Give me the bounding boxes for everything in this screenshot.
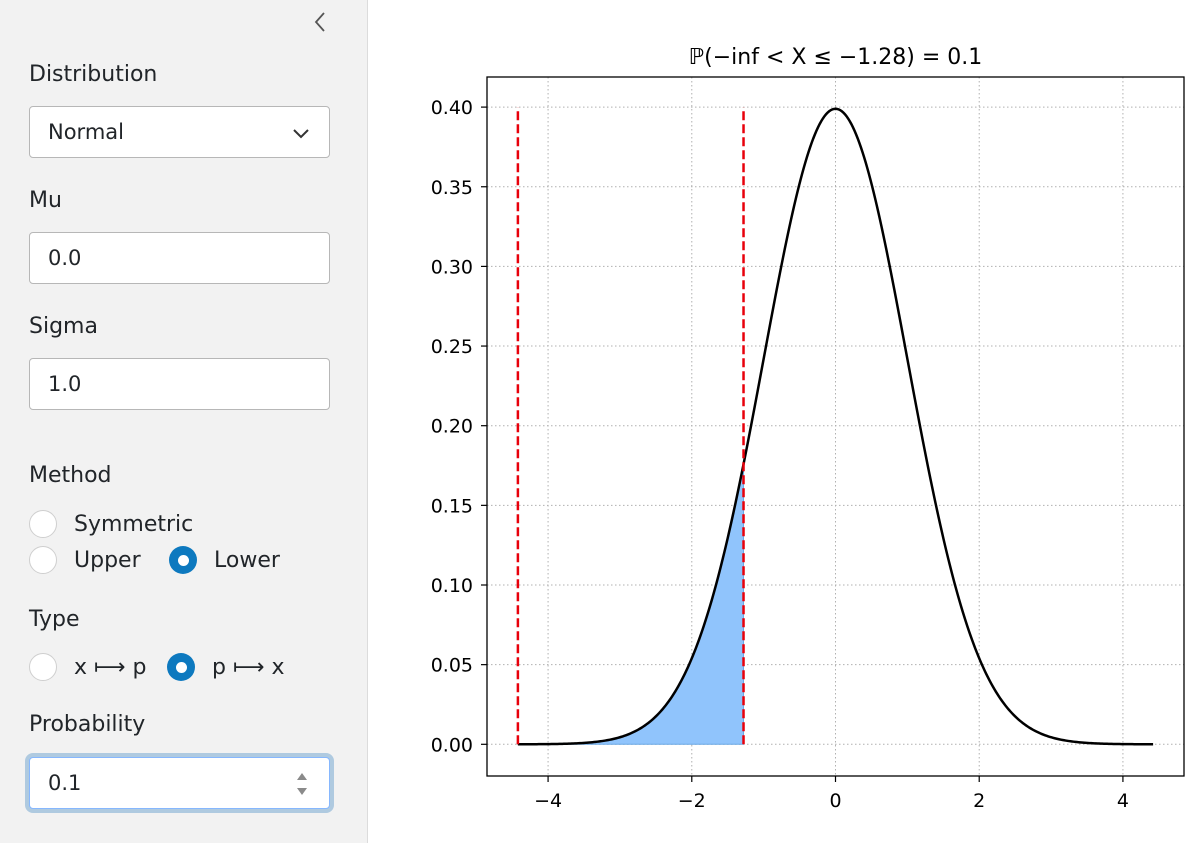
type-option-p-to-x[interactable]: p ⟼ x bbox=[167, 653, 285, 681]
y-tick-label: 0.35 bbox=[431, 177, 473, 199]
radio-button[interactable] bbox=[29, 653, 57, 681]
chevron-left-icon bbox=[314, 12, 325, 32]
radio-button-selected[interactable] bbox=[167, 653, 195, 681]
type-option-x-to-p[interactable]: x ⟼ p bbox=[29, 653, 147, 681]
y-tick-label: 0.05 bbox=[431, 655, 473, 677]
plot-area: −4 −2 0 2 4 0.00 0.05 0.10 0.15 0.20 0.25 0.30 0.35 0… bbox=[368, 0, 1204, 843]
collapse-sidebar-button[interactable] bbox=[306, 8, 334, 36]
y-tick-label: 0.30 bbox=[431, 256, 473, 278]
type-option-label: x ⟼ p bbox=[74, 654, 147, 680]
method-option-label: Lower bbox=[214, 547, 280, 573]
y-tick-label: 0.25 bbox=[431, 336, 473, 358]
y-tick-label: 0.00 bbox=[431, 734, 473, 756]
y-tick-label: 0.20 bbox=[431, 416, 473, 438]
method-option-label: Symmetric bbox=[74, 511, 194, 537]
sidebar: Distribution Normal Mu 0.0 Sigma 1.0 Met… bbox=[0, 0, 368, 843]
x-tick-label: 4 bbox=[1117, 790, 1129, 812]
distribution-chart: −4 −2 0 2 4 0.00 0.05 0.10 0.15 0.20 0.25 0.30 0.35 0… bbox=[431, 45, 1185, 812]
probability-value: 0.1 bbox=[48, 771, 82, 795]
distribution-label: Distribution bbox=[29, 62, 158, 87]
chart-title: ℙ(−inf < X ≤ −1.28) = 0.1 bbox=[689, 45, 983, 70]
method-option-lower[interactable]: Lower bbox=[169, 546, 280, 574]
mu-value: 0.0 bbox=[48, 246, 82, 270]
method-label: Method bbox=[29, 463, 112, 488]
type-option-label: p ⟼ x bbox=[212, 654, 285, 680]
method-option-upper[interactable]: Upper bbox=[29, 546, 141, 574]
spinner-arrows-icon[interactable] bbox=[295, 770, 309, 798]
x-tick-label: −4 bbox=[534, 790, 562, 812]
y-tick-label: 0.15 bbox=[431, 495, 473, 517]
type-label: Type bbox=[29, 607, 80, 632]
method-option-label: Upper bbox=[74, 547, 141, 573]
pdf-curve bbox=[517, 107, 1154, 746]
mu-input[interactable]: 0.0 bbox=[29, 232, 330, 284]
probability-input[interactable]: 0.1 bbox=[29, 757, 330, 809]
distribution-value: Normal bbox=[48, 120, 124, 144]
sigma-label: Sigma bbox=[29, 314, 98, 339]
radio-button[interactable] bbox=[29, 510, 57, 538]
y-tick-label: 0.40 bbox=[431, 97, 473, 119]
x-tick-label: 2 bbox=[973, 790, 985, 812]
mu-label: Mu bbox=[29, 188, 62, 213]
y-tick-label: 0.10 bbox=[431, 575, 473, 597]
method-option-symmetric[interactable]: Symmetric bbox=[29, 510, 193, 538]
x-tick-label: 0 bbox=[829, 790, 841, 812]
distribution-select[interactable]: Normal bbox=[29, 106, 330, 158]
chevron-down-icon bbox=[293, 129, 309, 139]
probability-label: Probability bbox=[29, 712, 146, 737]
radio-button[interactable] bbox=[29, 546, 57, 574]
radio-button-selected[interactable] bbox=[169, 546, 197, 574]
sigma-value: 1.0 bbox=[48, 372, 82, 396]
x-tick-label: −2 bbox=[678, 790, 706, 812]
sigma-input[interactable]: 1.0 bbox=[29, 358, 330, 410]
